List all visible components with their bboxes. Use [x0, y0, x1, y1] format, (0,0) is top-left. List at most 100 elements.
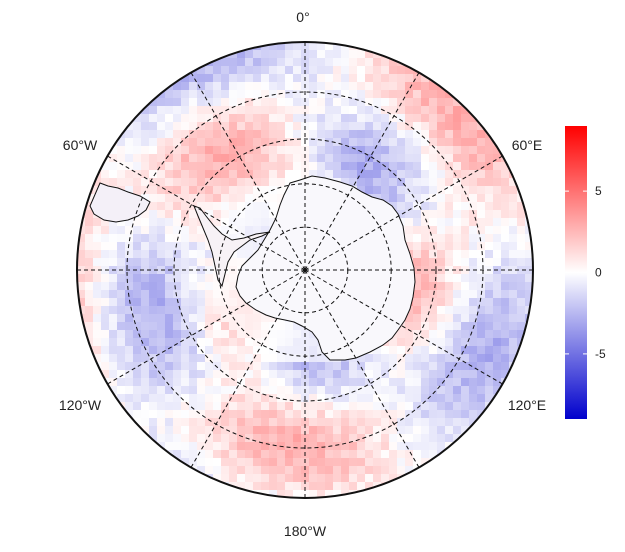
- field-cell: [309, 154, 317, 162]
- field-cell: [437, 442, 445, 450]
- field-cell: [365, 74, 373, 82]
- field-cell: [189, 194, 197, 202]
- field-cell: [269, 346, 277, 354]
- field-cell: [341, 418, 349, 426]
- field-cell: [181, 242, 189, 250]
- colorbar-tick-label: 0: [595, 266, 602, 280]
- field-cell: [389, 410, 397, 418]
- field-cell: [261, 346, 269, 354]
- field-cell: [421, 442, 429, 450]
- field-cell: [501, 338, 509, 346]
- field-cell: [333, 162, 341, 170]
- field-cell: [397, 202, 405, 210]
- field-cell: [341, 82, 349, 90]
- field-cell: [453, 402, 461, 410]
- field-cell: [229, 290, 237, 298]
- field-cell: [349, 370, 357, 378]
- field-cell: [285, 346, 293, 354]
- field-cell: [437, 250, 445, 258]
- field-cell: [133, 226, 141, 234]
- field-cell: [109, 298, 117, 306]
- field-cell: [269, 138, 277, 146]
- field-cell: [237, 66, 245, 74]
- field-cell: [117, 154, 125, 162]
- field-cell: [477, 250, 485, 258]
- field-cell: [461, 154, 469, 162]
- field-cell: [269, 458, 277, 466]
- field-cell: [109, 258, 117, 266]
- field-cell: [365, 402, 373, 410]
- field-cell: [365, 162, 373, 170]
- field-cell: [125, 370, 133, 378]
- field-cell: [189, 426, 197, 434]
- field-cell: [349, 410, 357, 418]
- field-cell: [501, 162, 509, 170]
- field-cell: [109, 154, 117, 162]
- field-cell: [101, 362, 109, 370]
- field-cell: [277, 58, 285, 66]
- field-cell: [501, 178, 509, 186]
- field-cell: [189, 234, 197, 242]
- field-cell: [333, 434, 341, 442]
- field-cell: [381, 434, 389, 442]
- field-cell: [309, 50, 317, 58]
- field-cell: [149, 370, 157, 378]
- field-cell: [253, 402, 261, 410]
- field-cell: [149, 266, 157, 274]
- field-cell: [261, 450, 269, 458]
- field-cell: [125, 138, 133, 146]
- field-cell: [413, 186, 421, 194]
- field-cell: [141, 178, 149, 186]
- field-cell: [437, 362, 445, 370]
- field-cell: [477, 234, 485, 242]
- field-cell: [125, 226, 133, 234]
- field-cell: [149, 186, 157, 194]
- field-cell: [189, 138, 197, 146]
- field-cell: [221, 314, 229, 322]
- field-cell: [221, 162, 229, 170]
- field-cell: [437, 338, 445, 346]
- field-cell: [413, 410, 421, 418]
- field-cell: [213, 98, 221, 106]
- field-cell: [261, 146, 269, 154]
- field-cell: [325, 50, 333, 58]
- field-cell: [405, 218, 413, 226]
- field-cell: [101, 170, 109, 178]
- field-cell: [237, 442, 245, 450]
- field-cell: [325, 370, 333, 378]
- antarctic-peninsula: [193, 205, 271, 288]
- field-cell: [373, 370, 381, 378]
- field-cell: [285, 338, 293, 346]
- field-cell: [405, 314, 413, 322]
- field-cell: [205, 98, 213, 106]
- field-cell: [101, 258, 109, 266]
- field-cell: [117, 322, 125, 330]
- field-cell: [453, 186, 461, 194]
- field-cell: [181, 394, 189, 402]
- field-cell: [357, 178, 365, 186]
- field-cell: [221, 354, 229, 362]
- field-cell: [141, 194, 149, 202]
- field-cell: [477, 394, 485, 402]
- field-cell: [477, 218, 485, 226]
- field-cell: [189, 458, 197, 466]
- field-cell: [197, 130, 205, 138]
- field-cell: [461, 170, 469, 178]
- field-cell: [229, 154, 237, 162]
- field-cell: [133, 154, 141, 162]
- field-cell: [389, 370, 397, 378]
- field-cell: [213, 306, 221, 314]
- field-cell: [493, 346, 501, 354]
- field-cell: [109, 322, 117, 330]
- field-cell: [453, 122, 461, 130]
- field-cell: [365, 370, 373, 378]
- field-cell: [181, 458, 189, 466]
- field-cell: [133, 298, 141, 306]
- field-cell: [421, 378, 429, 386]
- field-cell: [429, 290, 437, 298]
- map-boundary: [76, 41, 534, 499]
- field-cell: [133, 122, 141, 130]
- field-cell: [237, 90, 245, 98]
- field-cell: [309, 370, 317, 378]
- field-cell: [309, 490, 317, 498]
